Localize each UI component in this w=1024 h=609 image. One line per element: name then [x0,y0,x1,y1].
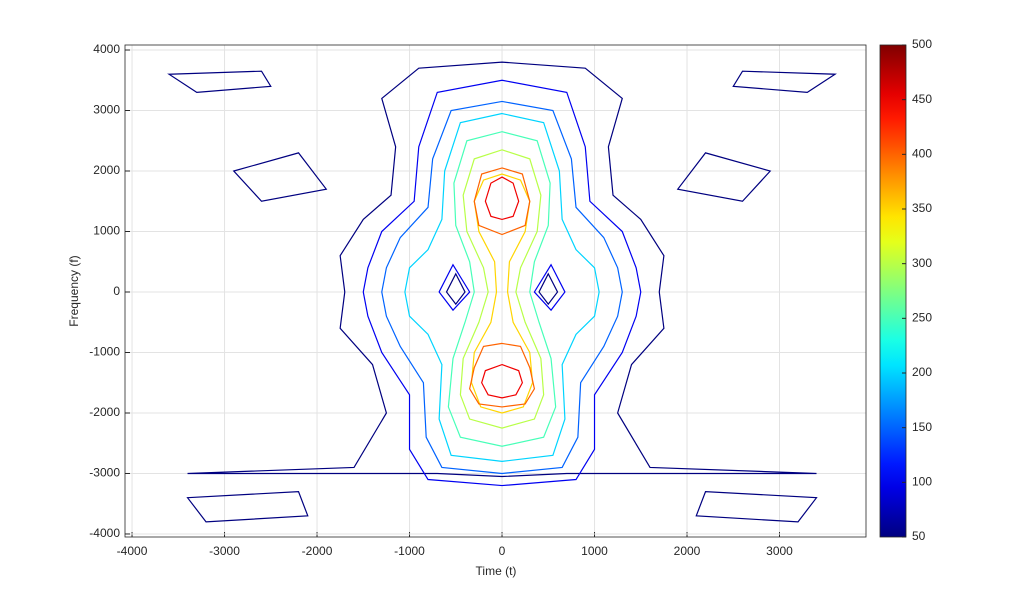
contour-line [187,61,817,478]
contour-line [676,152,772,202]
contour-line [232,152,328,202]
y-tick-label: -4000 [89,526,120,540]
colorbar-tick-label: 400 [912,147,932,161]
colorbar-tick-label: 200 [912,365,932,379]
contour-line [473,167,531,236]
contour-line [538,272,559,306]
y-tick-label: 1000 [93,224,120,238]
contour-line [695,491,818,523]
x-tick-label: -2000 [302,544,333,558]
x-axis-label: Time (t) [476,564,517,578]
contour-line [447,131,557,447]
colorbar-tick-label: 500 [912,37,932,51]
contour-line [470,173,534,414]
y-tick-label: 0 [113,284,120,298]
x-tick-label: -1000 [394,544,425,558]
x-tick-label: -3000 [209,544,240,558]
y-tick-label: -2000 [89,405,120,419]
y-tick-label: -1000 [89,345,120,359]
contour-line [732,70,837,93]
y-tick-label: -3000 [89,466,120,480]
x-tick-label: 1000 [581,544,608,558]
contour-line [362,79,642,487]
y-tick-label: 2000 [93,163,120,177]
colorbar-tick-label: 100 [912,475,932,489]
plot-area [125,45,866,537]
plot-frame [124,44,867,538]
contour-line [469,342,536,408]
contour-line [484,176,520,221]
contour-line [481,363,524,399]
colorbar-tick-label: 450 [912,92,932,106]
contour-line [533,263,566,312]
colorbar-tick-label: 350 [912,201,932,215]
contour-line [404,112,600,462]
colorbar-tick-label: 300 [912,256,932,270]
x-tick-label: 3000 [766,544,793,558]
contour-line [438,263,471,312]
contour-line [186,491,309,523]
contour-line [381,100,623,475]
y-axis-label: Frequency (f) [67,255,81,326]
colorbar-tick-label: 250 [912,311,932,325]
colorbar-tick-label: 150 [912,420,932,434]
x-tick-label: 2000 [674,544,701,558]
colorbar-tick-label: 50 [912,529,926,543]
contour-line [445,272,466,306]
contour-line [459,149,545,429]
x-tick-label: 0 [499,544,506,558]
y-tick-label: 3000 [93,103,120,117]
contour-line [167,70,272,93]
colorbar [879,44,907,538]
y-tick-label: 4000 [93,42,120,56]
x-tick-label: -4000 [117,544,148,558]
